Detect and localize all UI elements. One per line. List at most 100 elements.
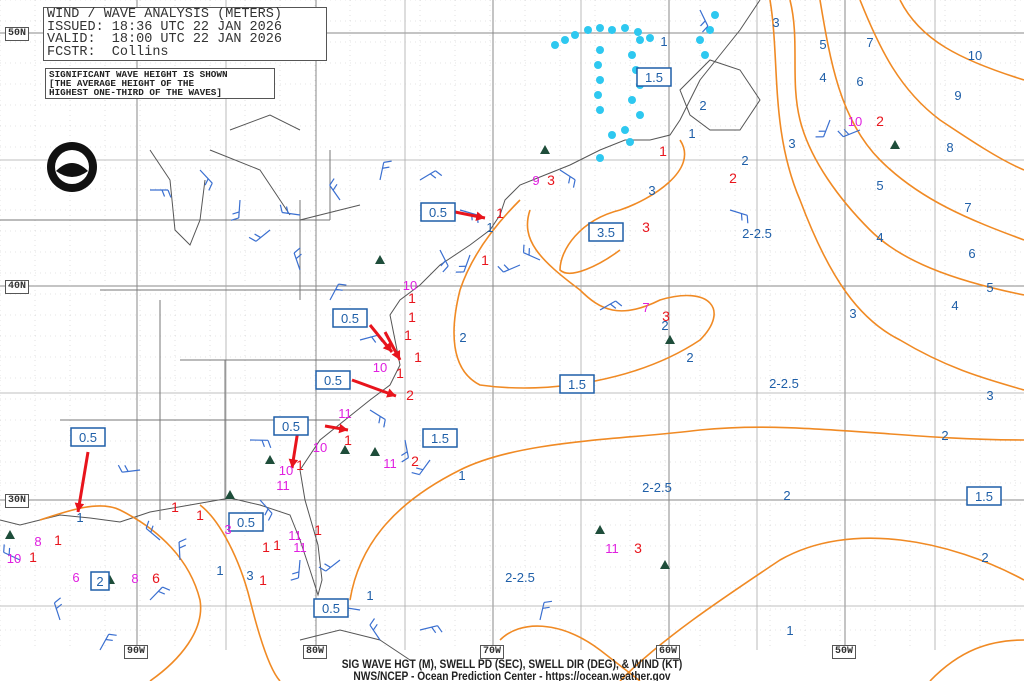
wind-barb [379, 160, 392, 181]
swell-period-label: 1 [496, 205, 504, 221]
wave-height-box [273, 416, 309, 436]
contour-label: 1 [76, 510, 83, 525]
contour-label: 1 [366, 588, 373, 603]
contour-label: 2 [459, 330, 466, 345]
newfoundland [679, 59, 761, 131]
swell-direction-label: 11 [276, 478, 290, 493]
wind-barbs [3, 9, 861, 651]
wind-barb [815, 119, 831, 138]
wave-height-box [70, 427, 106, 447]
wind-barb [150, 189, 172, 198]
contour-line [899, 0, 1024, 81]
contour-label: 1 [688, 126, 695, 141]
contour-label: 3 [788, 136, 795, 151]
contour-label: 6 [856, 74, 863, 89]
swell-period-label: 1 [344, 432, 352, 448]
swell-direction-label: 11 [293, 540, 307, 555]
wind-barb [145, 520, 161, 541]
ice-dot [608, 131, 616, 139]
ice-dot [636, 111, 644, 119]
contour-label: 7 [866, 35, 873, 50]
boxed-wave-height: 0.5 [322, 601, 340, 616]
lon-label-50w: 50W [832, 645, 857, 659]
wind-arrow-icon [265, 455, 275, 464]
swell-direction-label: 11 [605, 541, 619, 556]
contour-label: 3 [849, 306, 856, 321]
lon-label-70w: 70W [480, 645, 505, 659]
boxed-wave-height: 1.5 [975, 489, 993, 504]
boxed-wave-height: 1.5 [645, 70, 663, 85]
contour-label: 5 [819, 37, 826, 52]
footer-credit: NWS/NCEP - Ocean Prediction Center - htt… [353, 669, 671, 681]
swell-period-label: 6 [152, 570, 160, 586]
wind-barb [497, 264, 521, 273]
contour-line [499, 625, 641, 681]
contour-label: 2 [661, 318, 668, 333]
swell-period-label: 1 [396, 365, 404, 381]
ice-dot [634, 28, 642, 36]
ice-dot [706, 26, 714, 34]
ice-dot [571, 31, 579, 39]
ice-dot [596, 106, 604, 114]
lon-label-90w: 90W [124, 645, 149, 659]
wave-height-box [315, 370, 351, 390]
swell-arrow [351, 378, 397, 398]
wind-barb [259, 499, 273, 521]
contour-line [619, 537, 1024, 681]
ice-dot [596, 154, 604, 162]
contour-label: 2 [941, 428, 948, 443]
wind-barb [318, 559, 341, 572]
boxed-wave-height: 1.5 [568, 377, 586, 392]
swell-period-label: 1 [259, 572, 267, 588]
lon-label-80w: 80W [303, 645, 328, 659]
swell-direction-label: 10 [7, 551, 21, 566]
swell-period-label: 1 [481, 252, 489, 268]
swell-direction-label: 8 [34, 534, 41, 549]
contour-label: 4 [819, 70, 826, 85]
wind-barb [599, 300, 623, 311]
contour-line [349, 426, 1024, 601]
contour-label: 2 [699, 98, 706, 113]
contour-label: 4 [951, 298, 958, 313]
wind-arrow-icon [370, 447, 380, 456]
noaa-logo-icon [47, 142, 97, 192]
swell-direction-label: 8 [131, 571, 138, 586]
contour-line [929, 639, 1024, 681]
ice-dot [626, 138, 634, 146]
wave-height-box [559, 374, 595, 394]
ice-dot [561, 36, 569, 44]
wind-barb [369, 618, 381, 641]
swell-direction-label: 7 [642, 300, 649, 315]
header-valid: VALID: 18:00 UTC 22 JAN 2026 [47, 32, 282, 47]
wind-barb [369, 409, 386, 428]
ice-dot [711, 11, 719, 19]
ice-dot [701, 51, 709, 59]
lat-label-40n: 40N [5, 280, 30, 294]
note-line: HIGHEST ONE-THIRD OF THE WAVES] [49, 87, 222, 98]
wind-barb [439, 249, 449, 273]
ice-dot [594, 91, 602, 99]
contour-line [819, 0, 1024, 241]
boxed-wave-height: 3.5 [597, 225, 615, 240]
wind-barb [99, 633, 117, 651]
lat-label-50n: 50N [5, 27, 30, 41]
ice-dot [551, 41, 559, 49]
contour-label: 3 [648, 183, 655, 198]
wind-barb [419, 170, 443, 181]
swell-period-label: 2 [411, 453, 419, 469]
wind-barb [455, 254, 471, 273]
ice-dot [696, 36, 704, 44]
ice-dot [596, 76, 604, 84]
swell-direction-label: 10 [313, 440, 327, 455]
wave-height-box [966, 486, 1002, 506]
contour-line [789, 0, 1024, 296]
wind-barb [53, 597, 63, 621]
ice-dot [628, 96, 636, 104]
header-issued: ISSUED: 18:36 UTC 22 JAN 2026 [47, 19, 282, 35]
swell-direction-label: 11 [338, 406, 352, 421]
wind-barb [178, 538, 187, 561]
contour-label: 2-2.5 [769, 376, 799, 391]
swell-period-label: 1 [408, 309, 416, 325]
contour-label: 8 [946, 140, 953, 155]
swell-arrow [324, 423, 349, 434]
